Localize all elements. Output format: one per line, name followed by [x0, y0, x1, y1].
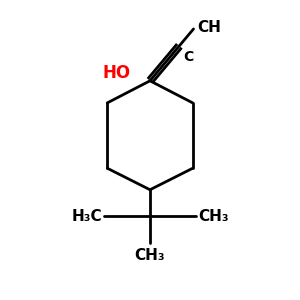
Text: C: C — [183, 50, 193, 64]
Text: CH: CH — [197, 20, 221, 35]
Text: CH₃: CH₃ — [135, 248, 165, 263]
Text: CH₃: CH₃ — [198, 209, 229, 224]
Text: HO: HO — [103, 64, 131, 82]
Text: H₃C: H₃C — [71, 209, 102, 224]
